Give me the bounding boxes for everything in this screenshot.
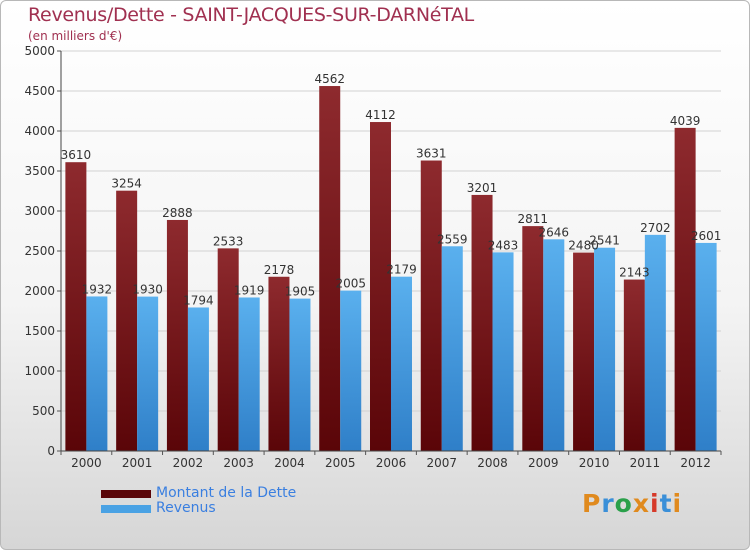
data-label: 4039	[670, 114, 701, 128]
data-label: 2005	[335, 277, 366, 291]
legend-label-debt: Montant de la Dette	[156, 485, 297, 501]
logo-letter: o	[614, 489, 633, 518]
data-label: 2702	[640, 221, 671, 235]
x-tick-label: 2011	[630, 456, 661, 470]
data-label: 2601	[691, 229, 722, 243]
bar-dette	[65, 162, 87, 451]
bar-revenus	[238, 297, 260, 451]
bar-dette	[471, 194, 493, 452]
data-label: 1905	[285, 285, 316, 299]
y-tick-label: 2000	[24, 284, 55, 298]
x-tick-label: 2009	[528, 456, 559, 470]
data-label: 2178	[264, 263, 295, 277]
y-tick-label: 1500	[24, 324, 55, 338]
data-label: 2179	[386, 263, 417, 277]
logo-letter: x	[632, 489, 650, 518]
y-tick-label: 4500	[24, 84, 55, 98]
x-tick-label: 2000	[71, 456, 102, 470]
data-label: 2483	[488, 238, 519, 252]
bar-revenus	[594, 247, 616, 451]
bar-revenus	[289, 298, 311, 451]
x-tick-label: 2003	[223, 456, 254, 470]
logo-letter: i	[650, 489, 660, 518]
data-label: 3254	[111, 177, 142, 191]
data-label: 2559	[437, 232, 468, 246]
data-label: 2811	[518, 212, 549, 226]
data-label: 4562	[314, 72, 345, 86]
y-tick-label: 4000	[24, 124, 55, 138]
logo-letter: t	[659, 489, 673, 518]
y-tick-label: 2500	[24, 244, 55, 258]
bar-revenus	[543, 239, 565, 451]
data-label: 4112	[365, 108, 396, 122]
x-tick-label: 2001	[122, 456, 153, 470]
legend-label-revenus: Revenus	[156, 500, 216, 516]
data-label: 1932	[82, 282, 113, 296]
bar-dette	[522, 226, 544, 451]
bar-revenus	[644, 234, 666, 451]
data-label: 1794	[183, 293, 214, 307]
data-label: 1930	[132, 283, 163, 297]
x-tick-label: 2006	[376, 456, 407, 470]
chart-subtitle: (en milliers d'€)	[28, 29, 123, 43]
x-tick-label: 2005	[325, 456, 356, 470]
x-tick-label: 2007	[426, 456, 457, 470]
bar-revenus	[391, 276, 412, 451]
x-tick-label: 2004	[274, 456, 305, 470]
x-tick-label: 2012	[680, 456, 711, 470]
data-label: 1919	[234, 283, 265, 297]
bar-dette	[573, 252, 595, 451]
bar-revenus	[187, 307, 209, 451]
bar-dette	[319, 86, 341, 451]
y-tick-label: 3000	[24, 204, 55, 218]
logo-letter: P	[582, 489, 602, 518]
bar-dette	[623, 279, 645, 451]
bar-revenus	[340, 290, 362, 451]
bar-dette	[166, 219, 188, 451]
legend-swatch-revenus	[101, 505, 151, 513]
y-tick-label: 500	[32, 404, 55, 418]
bar-dette	[217, 248, 239, 451]
x-tick-label: 2002	[173, 456, 204, 470]
bar-revenus	[86, 296, 108, 451]
logo-letter: r	[601, 489, 615, 518]
data-label: 3610	[61, 148, 92, 162]
data-label: 2143	[619, 266, 650, 280]
bar-revenus	[137, 296, 159, 451]
logo-letter: i	[672, 489, 683, 518]
bar-dette	[268, 276, 290, 451]
proxiti-logo: Proxiti	[582, 489, 682, 518]
bar-dette	[370, 122, 391, 451]
data-label: 2533	[213, 234, 244, 248]
bar-dette	[420, 160, 442, 451]
y-tick-label: 0	[47, 444, 55, 458]
data-label: 2646	[539, 225, 570, 239]
bar-revenus	[441, 246, 463, 451]
chart-title: Revenus/Dette - SAINT-JACQUES-SUR-DARNéT…	[28, 4, 474, 26]
legend-swatch-debt	[101, 490, 151, 498]
data-label: 2480	[568, 239, 599, 253]
bar-dette	[674, 127, 696, 451]
data-label: 3631	[416, 147, 447, 161]
data-label: 2888	[162, 206, 193, 220]
y-tick-label: 1000	[24, 364, 55, 378]
x-tick-label: 2008	[477, 456, 508, 470]
bar-dette	[116, 190, 138, 451]
data-label: 2541	[589, 234, 620, 248]
data-label: 3201	[467, 181, 498, 195]
bar-revenus	[492, 252, 514, 451]
y-tick-label: 5000	[24, 44, 55, 58]
x-tick-label: 2010	[579, 456, 610, 470]
bar-revenus	[695, 242, 717, 451]
y-tick-label: 3500	[24, 164, 55, 178]
